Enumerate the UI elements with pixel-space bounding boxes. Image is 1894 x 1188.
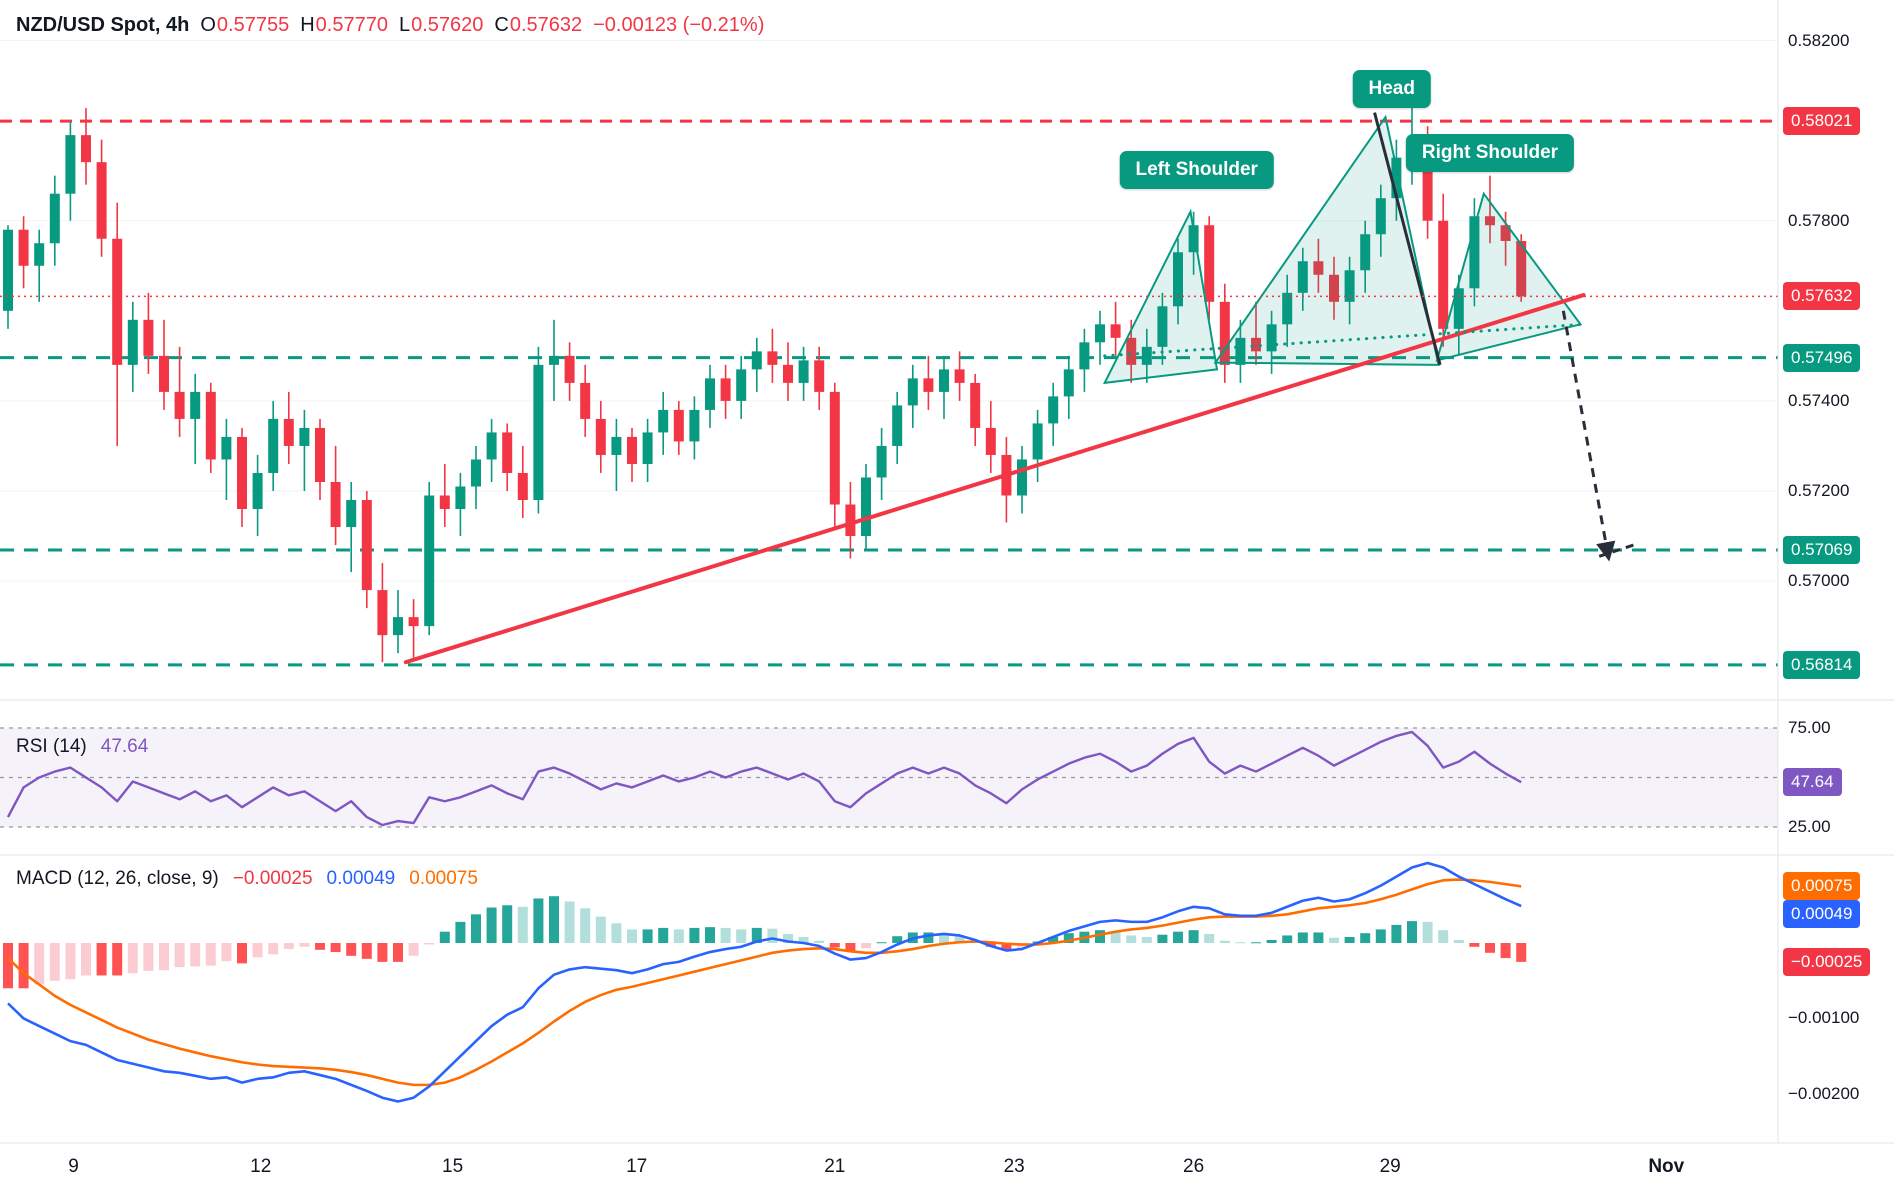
- price-axis-label: 0.57800: [1788, 210, 1850, 230]
- time-axis-label: 21: [824, 1156, 846, 1177]
- symbol-title[interactable]: NZD/USD Spot, 4h: [16, 14, 190, 36]
- time-axis-label: 26: [1183, 1156, 1205, 1177]
- price-axis-badge: 0.58021: [1783, 107, 1861, 136]
- time-axis-label: 9: [68, 1156, 79, 1177]
- chart-legend: NZD/USD Spot, 4h O 0.57755 H 0.57770 L 0.57…: [16, 14, 764, 37]
- pattern-label[interactable]: Left Shoulder: [1119, 150, 1274, 189]
- rsi-axis-label: 75.00: [1788, 718, 1831, 737]
- ohlc-close: C 0.57632: [494, 14, 582, 37]
- macd-axis-label: −0.00100: [1788, 1008, 1860, 1028]
- ohlc-low: L 0.57620: [399, 14, 483, 37]
- time-axis-label: Nov: [1648, 1156, 1685, 1177]
- high-value: 0.57770: [315, 14, 388, 36]
- close-label: C: [494, 14, 509, 36]
- time-axis-label: 15: [442, 1156, 464, 1177]
- macd-legend: MACD (12, 26, close, 9) −0.00025 0.00049…: [16, 868, 478, 890]
- rsi-label[interactable]: RSI (14): [16, 736, 87, 757]
- low-value: 0.57620: [411, 14, 484, 36]
- time-axis-label: 12: [250, 1156, 272, 1177]
- macd-axis-badge: 0.00075: [1783, 872, 1861, 901]
- macd-label[interactable]: MACD (12, 26, close, 9): [16, 868, 219, 889]
- open-value: 0.57755: [216, 14, 290, 36]
- ohlc-open: O 0.57755: [200, 14, 289, 37]
- price-axis-badge: 0.57496: [1783, 343, 1861, 372]
- open-label: O: [200, 14, 216, 36]
- price-axis-badge: 0.57632: [1783, 282, 1861, 311]
- price-axis-badge: 0.56814: [1783, 650, 1861, 679]
- macd-signal-value: 0.00075: [409, 868, 478, 889]
- rsi-value: 47.64: [100, 736, 149, 757]
- price-axis-label: 0.57200: [1788, 480, 1850, 500]
- macd-axis-badge: 0.00049: [1783, 900, 1861, 929]
- macd-line-value: 0.00049: [326, 868, 396, 889]
- time-axis-label: 23: [1003, 1156, 1025, 1177]
- pattern-label[interactable]: Head: [1352, 70, 1431, 109]
- rsi-axis-badge: 47.64: [1783, 768, 1842, 797]
- close-value: 0.57632: [509, 14, 583, 36]
- price-axis-label: 0.57400: [1788, 390, 1850, 410]
- macd-hist-value: −0.00025: [232, 868, 313, 889]
- pattern-label[interactable]: Right Shoulder: [1405, 134, 1575, 173]
- time-axis-label: 17: [626, 1156, 648, 1177]
- time-axis-label: 29: [1379, 1156, 1401, 1177]
- macd-axis-label: −0.00200: [1788, 1083, 1860, 1103]
- macd-axis-badge: −0.00025: [1783, 947, 1871, 976]
- price-axis-label: 0.57000: [1788, 571, 1850, 591]
- ohlc-high: H 0.57770: [300, 14, 388, 37]
- low-label: L: [398, 14, 411, 36]
- high-label: H: [300, 14, 315, 36]
- rsi-axis-label: 25.00: [1788, 817, 1831, 836]
- rsi-legend: RSI (14) 47.64: [16, 736, 148, 758]
- price-axis-label: 0.58200: [1788, 30, 1850, 50]
- change-value: −0.00123 (−0.21%): [593, 14, 765, 36]
- price-axis-badge: 0.57069: [1783, 536, 1861, 564]
